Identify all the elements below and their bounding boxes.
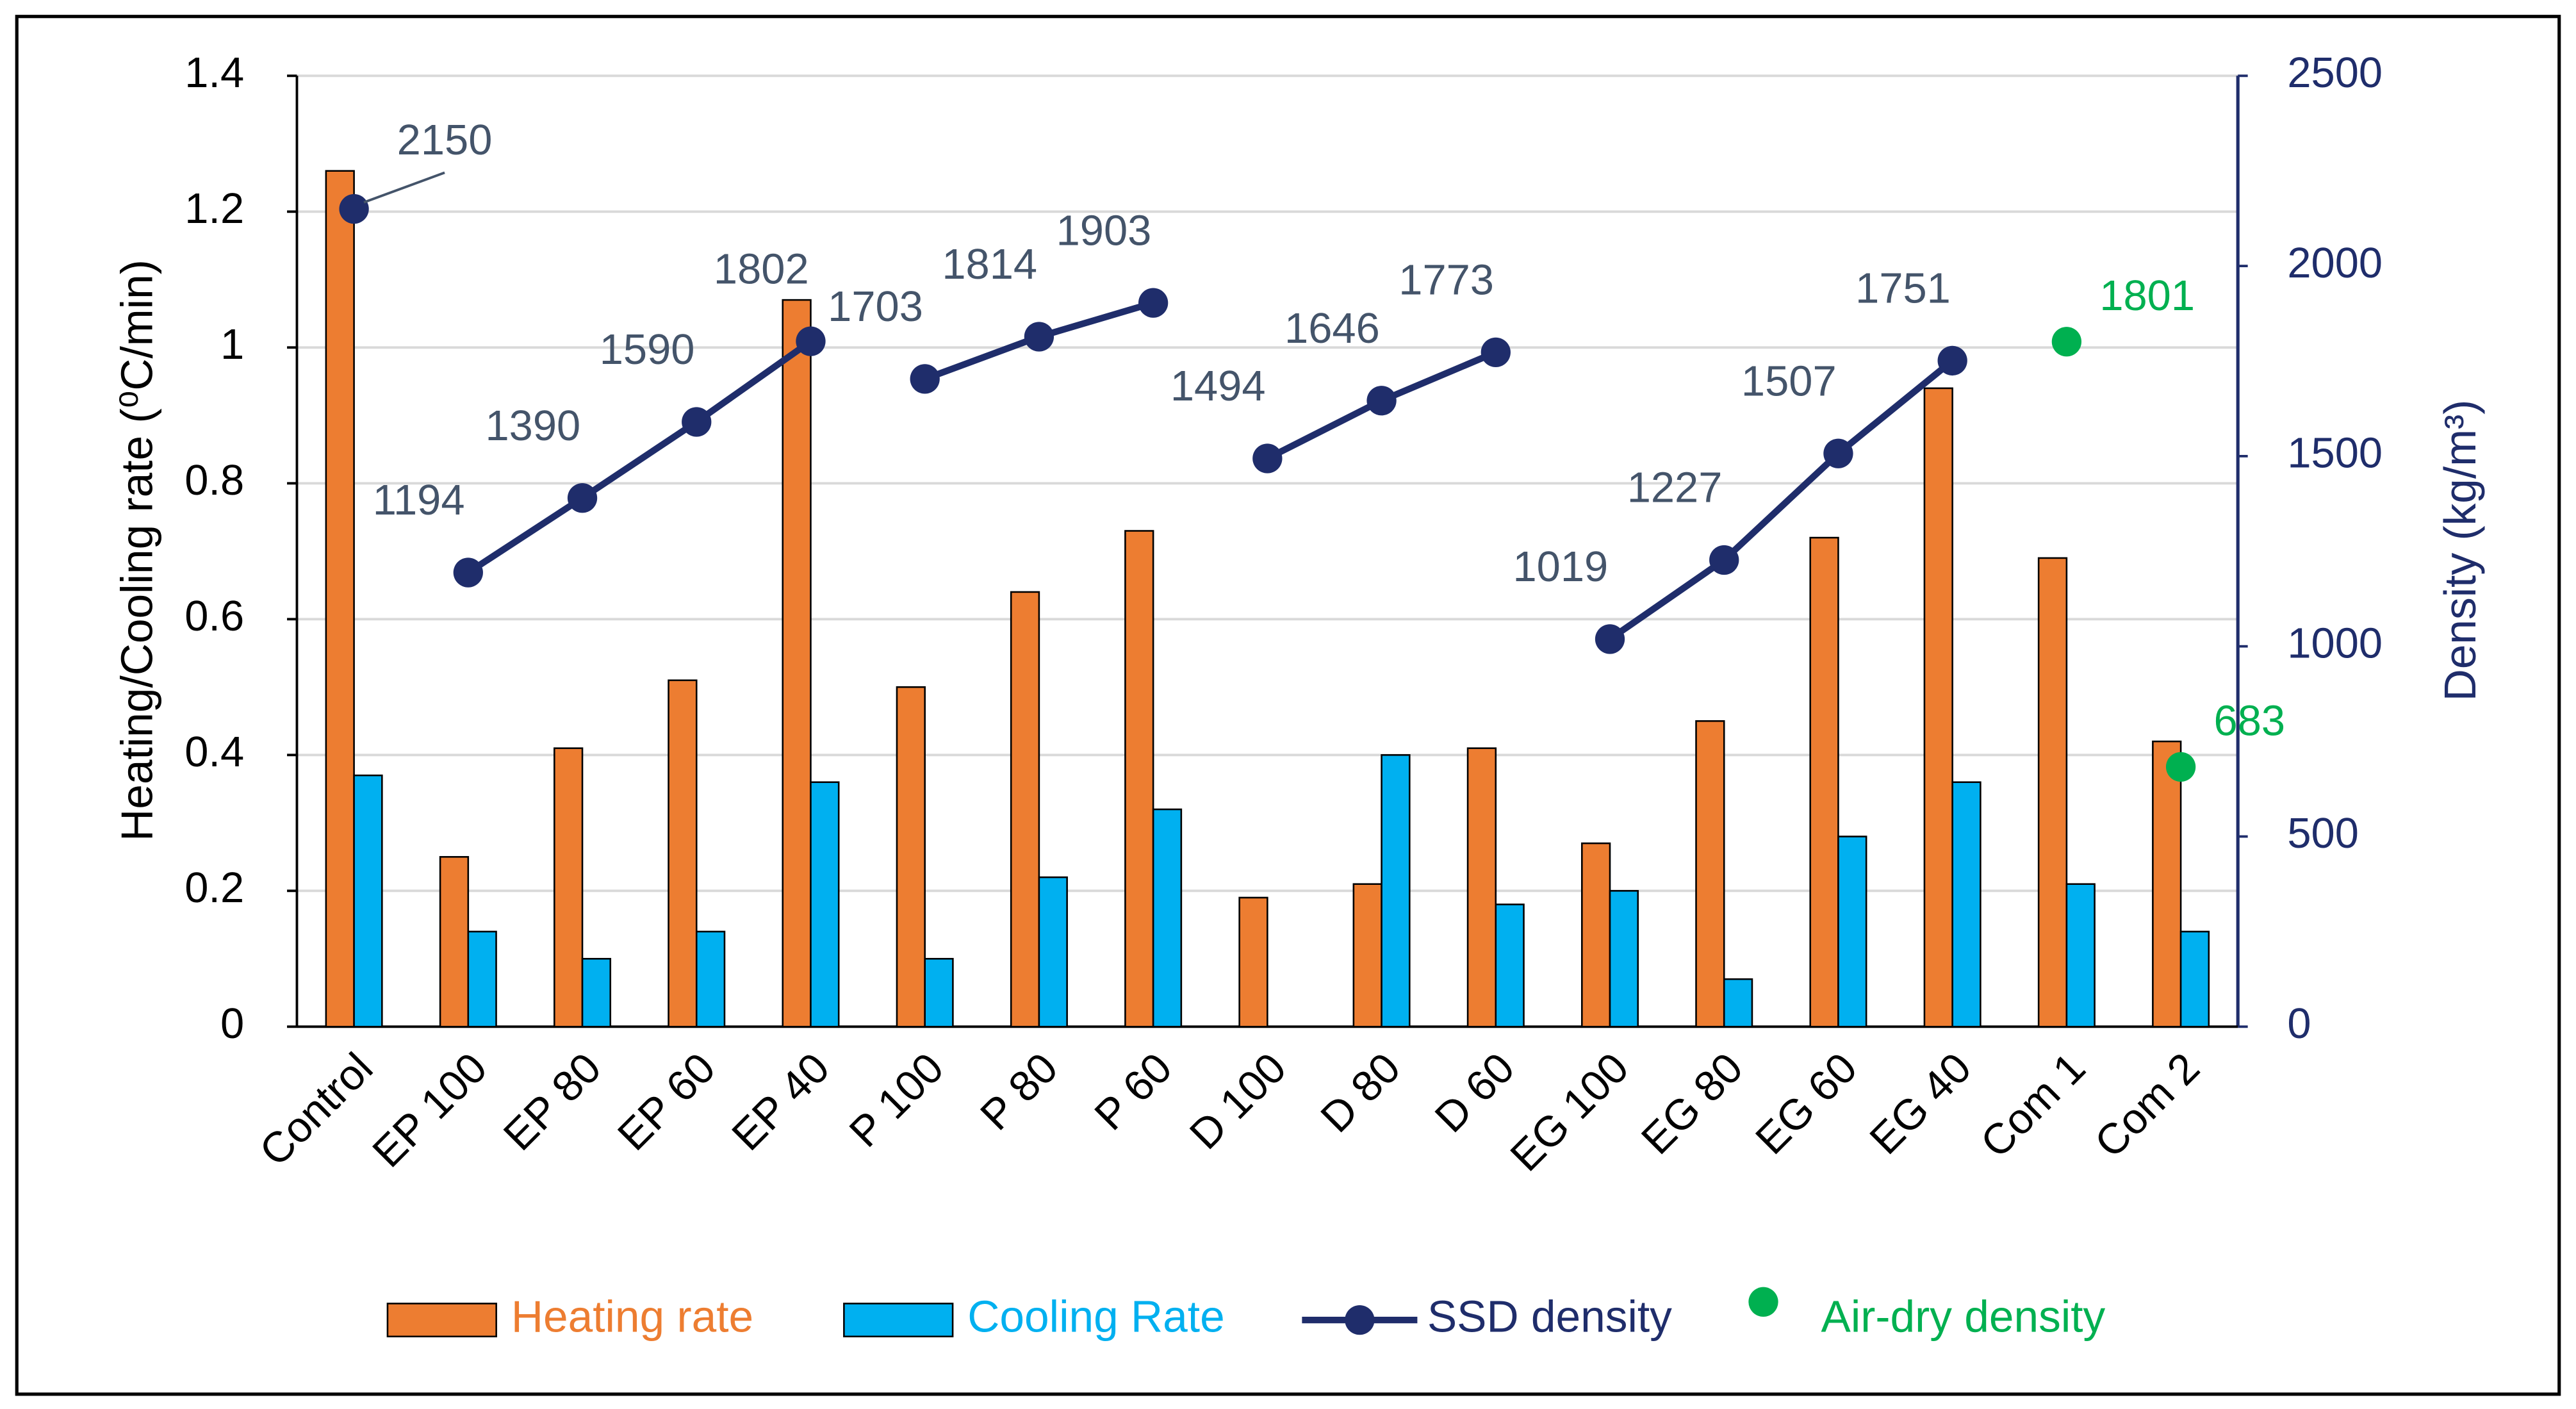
legend-label: Air-dry density	[1821, 1291, 2106, 1341]
bar	[1381, 754, 1411, 1028]
bar	[1466, 747, 1497, 1028]
data-label: 1507	[1741, 357, 1837, 405]
y-tick-label: 0	[220, 1000, 244, 1048]
bar	[1581, 842, 1611, 1028]
line-point	[1937, 345, 1967, 376]
bar	[1010, 591, 1040, 1028]
line-point	[1481, 337, 1511, 368]
line-point	[910, 364, 940, 394]
bar	[467, 930, 497, 1028]
legend-swatch	[1748, 1287, 1778, 1317]
data-label: 1019	[1513, 543, 1608, 591]
line-point	[1366, 386, 1397, 416]
data-label: 1801	[2099, 272, 2195, 320]
bar	[1038, 876, 1068, 1028]
bar	[668, 679, 698, 1028]
bar	[1495, 903, 1525, 1028]
legend-swatch	[843, 1303, 954, 1338]
bar	[782, 299, 812, 1028]
line-point	[1595, 624, 1625, 654]
bar	[581, 958, 612, 1028]
bar	[2037, 557, 2068, 1028]
legend-label: SSD density	[1427, 1291, 1672, 1341]
data-label: 683	[2214, 697, 2286, 745]
bar	[2065, 883, 2096, 1028]
line-point	[1823, 438, 1853, 468]
y-tick-label: 1.4	[185, 49, 244, 97]
bar	[810, 781, 840, 1028]
y-tick-label: 0.8	[185, 456, 244, 504]
leader-line	[363, 171, 445, 204]
line-point	[796, 326, 826, 356]
bar	[325, 170, 355, 1028]
frame	[15, 15, 2561, 1396]
y2-tick-label: 500	[2287, 809, 2359, 857]
line-point	[1252, 443, 1283, 474]
line-point	[1709, 545, 1739, 575]
y2-tick-label: 1500	[2287, 429, 2383, 477]
y-tick-label: 1	[220, 320, 244, 368]
bar	[924, 958, 954, 1028]
y2-tick-label: 1000	[2287, 619, 2383, 667]
scatter-point	[2165, 752, 2196, 782]
line-point	[682, 407, 712, 437]
bar	[695, 930, 726, 1028]
data-label: 1703	[828, 283, 923, 331]
y2-axis-label: Density (kg/m³)	[2435, 400, 2485, 702]
line-point	[339, 194, 369, 224]
line-point	[567, 483, 598, 513]
bar	[2179, 930, 2210, 1028]
line-point	[1138, 288, 1169, 318]
bar	[1809, 536, 1839, 1028]
data-label: 1773	[1399, 256, 1494, 304]
data-label: 1751	[1855, 265, 1951, 313]
bar	[1609, 890, 1639, 1028]
legend-swatch	[1345, 1305, 1375, 1335]
data-label: 1194	[373, 476, 465, 524]
bar	[439, 856, 470, 1028]
legend-label: Cooling Rate	[967, 1291, 1224, 1341]
y-tick-label: 0.6	[185, 592, 244, 640]
bar	[1352, 883, 1382, 1028]
bar	[1951, 781, 1981, 1028]
data-label: 2150	[397, 116, 493, 164]
bar	[1238, 896, 1268, 1028]
bar	[1723, 978, 1753, 1028]
data-label: 1390	[486, 402, 581, 450]
data-label: 1494	[1170, 362, 1266, 410]
bar	[554, 747, 584, 1028]
y-tick-label: 0.2	[185, 864, 244, 912]
data-label: 1903	[1056, 206, 1152, 254]
data-label: 1590	[600, 325, 695, 374]
data-label: 1227	[1627, 464, 1723, 512]
legend-swatch	[386, 1303, 497, 1338]
line	[1608, 358, 1955, 642]
scatter-point	[2051, 327, 2082, 357]
bar	[1923, 387, 1953, 1028]
bar	[1124, 530, 1154, 1028]
bar	[1695, 720, 1725, 1028]
y2-tick-label: 2000	[2287, 239, 2383, 287]
y-tick-label: 1.2	[185, 185, 244, 233]
bar	[353, 774, 383, 1028]
bar	[896, 686, 926, 1028]
y-tick-label: 0.4	[185, 728, 244, 776]
y2-tick-label: 2500	[2287, 49, 2383, 97]
data-label: 1814	[942, 240, 1037, 288]
line-point	[1024, 322, 1054, 352]
data-label: 1802	[714, 245, 809, 293]
line-point	[453, 557, 483, 588]
bar	[1837, 836, 1867, 1028]
y-axis-label: Heating/Cooling rate (⁰C/min)	[111, 260, 161, 841]
bar	[2152, 740, 2182, 1028]
y2-tick-label: 0	[2287, 1000, 2311, 1048]
bar	[1152, 808, 1183, 1028]
legend-label: Heating rate	[511, 1291, 753, 1341]
line	[466, 338, 813, 575]
data-label: 1646	[1284, 304, 1380, 352]
